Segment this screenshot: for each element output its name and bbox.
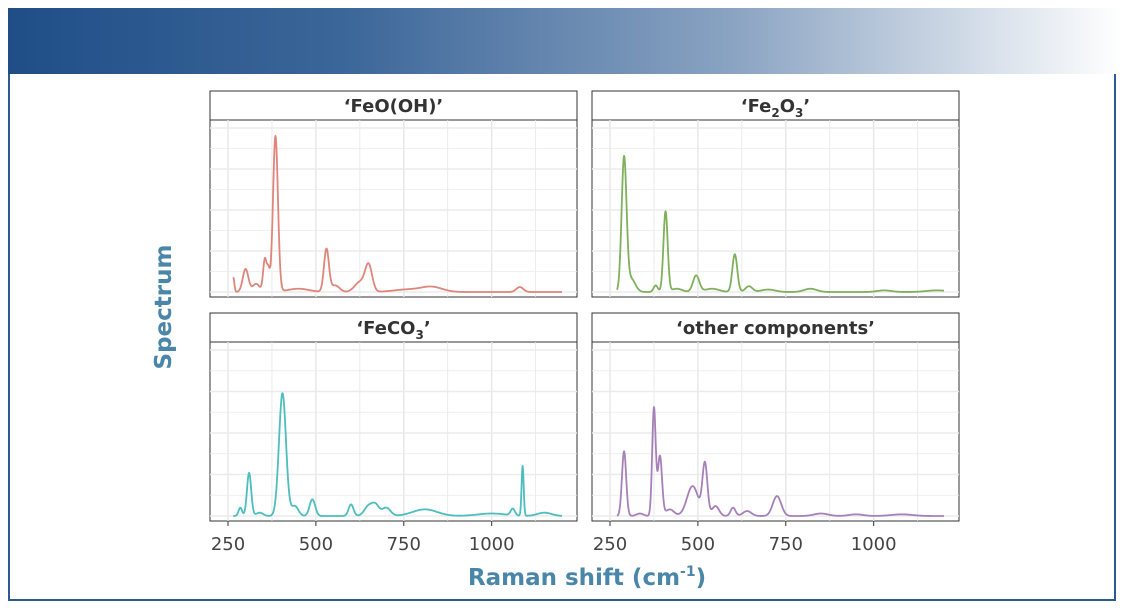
grid-lines: [592, 342, 959, 521]
panel-title: ‘FeCO3’: [356, 318, 430, 342]
panel-title-part: ‘FeCO: [356, 318, 415, 339]
header-banner: [8, 8, 1122, 75]
x-tick-label: 750: [387, 534, 421, 555]
x-tick-label: 250: [211, 534, 245, 555]
spectrum-line: [232, 392, 563, 517]
x-tick-label: 1000: [851, 534, 897, 555]
x-ticks-group: 250 500 750 1000 250 500 750 1000: [211, 521, 897, 555]
panels-group: ‘FeO(OH)’ ‘Fe2O3’‘FeCO3’ ‘other components…: [209, 90, 960, 522]
panel-1: ‘Fe2O3’: [591, 90, 960, 298]
spectrum-line: [616, 406, 945, 517]
panel-plot-area: [591, 119, 960, 298]
panel-2: ‘FeCO3’: [209, 312, 578, 522]
grid-lines: [210, 120, 577, 297]
panel-title: ‘other components’: [676, 318, 875, 339]
x-tick-label: 750: [769, 534, 803, 555]
grid-lines: [210, 342, 577, 521]
x-tick-label: 500: [299, 534, 333, 555]
x-tick-label: 500: [681, 534, 715, 555]
panel-title: ‘Fe2O3’: [741, 96, 811, 120]
panel-plot-area: [209, 341, 578, 522]
panel-3: ‘other components’: [591, 312, 960, 522]
panel-title-part: ‘FeO(OH)’: [344, 96, 444, 117]
panel-title-part: O: [780, 96, 795, 117]
x-axis-label: Raman shift (cm-1): [468, 564, 706, 591]
panel-plot-area: [209, 119, 578, 298]
y-axis-label: Spectrum: [151, 245, 177, 370]
panel-title-part: ‘other components’: [676, 318, 875, 339]
spectrum-line: [616, 154, 945, 293]
x-tick-label: 250: [593, 534, 627, 555]
panel-title-part: ’: [803, 96, 810, 117]
panel-plot-area: [591, 341, 960, 522]
panel-title-part: 3: [415, 328, 423, 342]
panel-title: ‘FeO(OH)’: [344, 96, 444, 117]
panel-title-part: 3: [795, 106, 803, 120]
panel-title-part: ‘Fe: [741, 96, 772, 117]
spectrum-line: [232, 134, 563, 293]
panel-title-part: ’: [424, 318, 431, 339]
panel-title-part: 2: [771, 106, 779, 120]
panel-0: ‘FeO(OH)’: [209, 90, 578, 298]
x-tick-label: 1000: [469, 534, 515, 555]
panel-strip: [591, 312, 960, 343]
